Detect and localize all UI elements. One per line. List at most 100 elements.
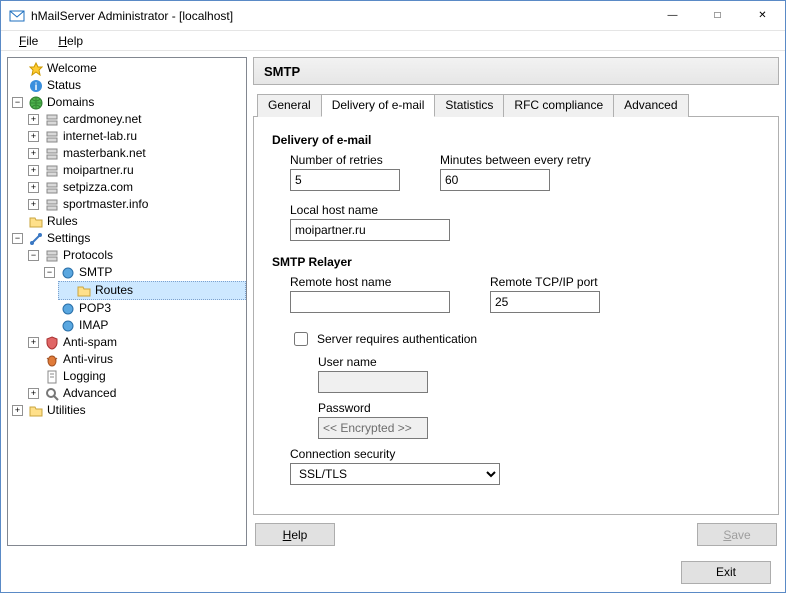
tree-domain-item[interactable]: + cardmoney.net xyxy=(26,111,246,128)
tree-antivirus[interactable]: Anti-virus xyxy=(26,351,246,368)
tree-status[interactable]: i Status xyxy=(10,77,246,94)
expand-icon[interactable]: + xyxy=(28,148,39,159)
expand-icon[interactable]: + xyxy=(28,388,39,399)
minutes-label: Minutes between every retry xyxy=(440,153,591,167)
tree-label: Domains xyxy=(47,94,94,111)
expand-icon[interactable]: + xyxy=(28,165,39,176)
tab-advanced[interactable]: Advanced xyxy=(613,94,688,117)
tree-domain-item[interactable]: + setpizza.com xyxy=(26,179,246,196)
folder-icon xyxy=(28,214,44,230)
protocol-icon xyxy=(60,265,76,281)
svg-text:i: i xyxy=(35,82,38,93)
close-button[interactable]: ✕ xyxy=(740,1,785,30)
app-icon xyxy=(9,8,25,24)
auth-checkbox[interactable] xyxy=(294,332,308,346)
connsec-label: Connection security xyxy=(290,447,760,461)
server-icon xyxy=(44,163,60,179)
expand-icon[interactable]: + xyxy=(28,199,39,210)
tree-label: Anti-virus xyxy=(63,351,113,368)
tree-settings[interactable]: − Settings xyxy=(10,230,246,247)
tree-label: POP3 xyxy=(79,300,111,317)
expand-icon[interactable]: + xyxy=(28,182,39,193)
collapse-icon[interactable]: − xyxy=(28,250,39,261)
tree-domain-item[interactable]: + moipartner.ru xyxy=(26,162,246,179)
tools-icon xyxy=(28,231,44,247)
document-icon xyxy=(44,369,60,385)
tree-antispam[interactable]: +Anti-spam xyxy=(26,334,246,351)
tab-statistics[interactable]: Statistics xyxy=(434,94,504,117)
tree-label: setpizza.com xyxy=(63,179,133,196)
tree-welcome[interactable]: Welcome xyxy=(10,60,246,77)
remoteport-input[interactable] xyxy=(490,291,600,313)
tab-delivery[interactable]: Delivery of e-mail xyxy=(321,94,436,117)
tree-label: Protocols xyxy=(63,247,113,264)
tree-label: Rules xyxy=(47,213,78,230)
remotehost-input[interactable] xyxy=(290,291,450,313)
localhost-input[interactable] xyxy=(290,219,450,241)
tree-label: Advanced xyxy=(63,385,116,402)
section-relayer: SMTP Relayer xyxy=(272,255,760,269)
username-input xyxy=(318,371,428,393)
password-input xyxy=(318,417,428,439)
tab-rfc[interactable]: RFC compliance xyxy=(503,94,614,117)
star-icon xyxy=(28,61,44,77)
remoteport-label: Remote TCP/IP port xyxy=(490,275,600,289)
tree-label: moipartner.ru xyxy=(63,162,134,179)
menu-file[interactable]: File xyxy=(11,32,46,50)
tree-domain-item[interactable]: +masterbank.net xyxy=(26,145,246,162)
remotehost-label: Remote host name xyxy=(290,275,450,289)
tree-domains[interactable]: − Domains xyxy=(10,94,246,111)
tab-strip: General Delivery of e-mail Statistics RF… xyxy=(253,93,779,117)
collapse-icon[interactable]: − xyxy=(12,233,23,244)
expand-icon[interactable]: + xyxy=(12,405,23,416)
server-icon xyxy=(44,129,60,145)
minutes-input[interactable] xyxy=(440,169,550,191)
tree-label: IMAP xyxy=(79,317,108,334)
nav-tree[interactable]: Welcome iStatus −Domains +cardmoney.net … xyxy=(7,57,247,546)
globe-icon xyxy=(28,95,44,111)
tree-routes[interactable]: Routes xyxy=(58,281,246,300)
tree-domain-item[interactable]: + internet-lab.ru xyxy=(26,128,246,145)
expand-icon[interactable]: + xyxy=(28,337,39,348)
retries-input[interactable] xyxy=(290,169,400,191)
tree-label: Status xyxy=(47,77,81,94)
expand-icon[interactable]: + xyxy=(28,114,39,125)
minimize-button[interactable]: — xyxy=(650,1,695,30)
tree-smtp[interactable]: − SMTP xyxy=(42,264,246,281)
collapse-icon[interactable]: − xyxy=(44,267,55,278)
tree-label: Routes xyxy=(95,282,133,299)
protocol-icon xyxy=(60,301,76,317)
username-label: User name xyxy=(318,355,760,369)
tree-utilities[interactable]: + Utilities xyxy=(10,402,246,419)
tree-rules[interactable]: Rules xyxy=(10,213,246,230)
tree-label: Settings xyxy=(47,230,90,247)
tree-logging[interactable]: Logging xyxy=(26,368,246,385)
password-label: Password xyxy=(318,401,760,415)
connsec-select[interactable]: SSL/TLS xyxy=(290,463,500,485)
tree-label: Utilities xyxy=(47,402,86,419)
save-button: Save xyxy=(697,523,777,546)
tab-body: Delivery of e-mail Number of retries Min… xyxy=(253,117,779,515)
tree-label: cardmoney.net xyxy=(63,111,142,128)
tree-label: internet-lab.ru xyxy=(63,128,137,145)
server-icon xyxy=(44,112,60,128)
tab-general[interactable]: General xyxy=(257,94,322,117)
folder-icon xyxy=(28,403,44,419)
maximize-button[interactable]: □ xyxy=(695,1,740,30)
bug-icon xyxy=(44,352,60,368)
menubar: File Help xyxy=(1,31,785,51)
collapse-icon[interactable]: − xyxy=(12,97,23,108)
exit-button[interactable]: Exit xyxy=(681,561,771,584)
retries-label: Number of retries xyxy=(290,153,400,167)
tree-pop3[interactable]: POP3 xyxy=(42,300,246,317)
tree-protocols[interactable]: − Protocols xyxy=(26,247,246,264)
menu-help[interactable]: Help xyxy=(50,32,91,50)
help-button[interactable]: Help xyxy=(255,523,335,546)
window-title: hMailServer Administrator - [localhost] xyxy=(31,9,650,23)
localhost-label: Local host name xyxy=(290,203,760,217)
tree-imap[interactable]: IMAP xyxy=(42,317,246,334)
tree-label: SMTP xyxy=(79,264,112,281)
expand-icon[interactable]: + xyxy=(28,131,39,142)
tree-domain-item[interactable]: +sportmaster.info xyxy=(26,196,246,213)
tree-advanced[interactable]: + Advanced xyxy=(26,385,246,402)
